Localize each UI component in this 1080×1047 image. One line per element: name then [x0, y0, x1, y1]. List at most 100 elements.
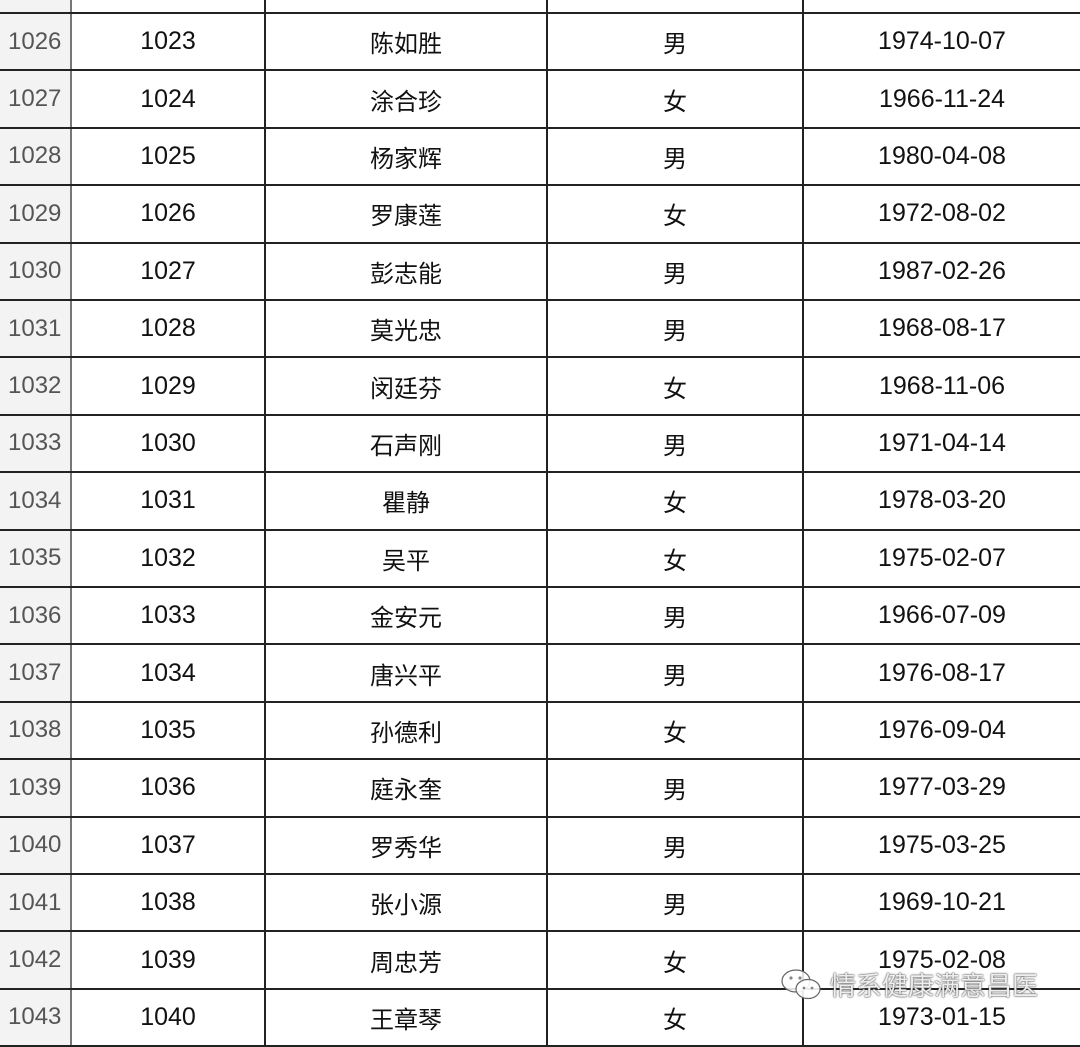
cell-gender[interactable]: 男 — [548, 301, 804, 357]
cell-birth[interactable]: 1978-03-20 — [878, 486, 1006, 515]
cell-id[interactable]: 1035 — [72, 702, 266, 759]
cell-name[interactable]: 吴平 — [266, 530, 548, 586]
cell-name[interactable]: 孙德利 — [266, 702, 548, 759]
cell-gender[interactable]: 女 — [548, 932, 804, 988]
cell-id[interactable]: 1037 — [72, 817, 266, 873]
row-header[interactable]: 1038 — [0, 702, 72, 759]
cell-name[interactable]: 张小源 — [266, 875, 548, 931]
row-header[interactable]: 1036 — [0, 588, 72, 644]
cell-name[interactable]: 涂合珍 — [266, 71, 548, 127]
cell-id[interactable]: 1026 — [72, 186, 266, 242]
cell-gender[interactable]: 女 — [548, 989, 804, 1046]
cell-id[interactable]: 1029 — [72, 358, 266, 414]
cell-id[interactable]: 1038 — [72, 875, 266, 931]
cell-gender[interactable]: 男 — [548, 415, 804, 472]
cell-name[interactable]: 陈如胜 — [266, 14, 548, 70]
cell-name[interactable]: 唐兴平 — [266, 645, 548, 701]
cell-id[interactable]: 1024 — [72, 71, 266, 127]
table-row: 1028 1025 杨家辉男 1980-04-08 — [0, 128, 1080, 187]
cell-name[interactable]: 罗康莲 — [266, 186, 548, 242]
cell-gender[interactable]: 女 — [548, 473, 804, 529]
cell-id[interactable]: 1039 — [72, 932, 266, 988]
cell-name[interactable]: 彭志能 — [266, 243, 548, 299]
cell-id[interactable]: 1025 — [72, 128, 266, 185]
cell-id[interactable]: 1030 — [72, 415, 266, 472]
table-row: 1039 1036 庭永奎男 1977-03-29 — [0, 760, 1080, 818]
cell-id[interactable]: 1023 — [72, 14, 266, 70]
cell-gender[interactable]: 男 — [548, 875, 804, 931]
row-header[interactable]: 1042 — [0, 932, 72, 988]
cell-gender[interactable]: 女 — [548, 358, 804, 414]
cell-id[interactable]: 1040 — [72, 989, 266, 1046]
row-header[interactable]: 1032 — [0, 358, 72, 414]
cell-birth[interactable]: 1973-01-15 — [878, 1002, 1006, 1031]
cell-birth[interactable]: 1975-03-25 — [878, 830, 1006, 859]
cell-id[interactable]: 1032 — [72, 530, 266, 586]
cell-name[interactable]: 庭永奎 — [266, 760, 548, 816]
row-header[interactable]: 1039 — [0, 760, 72, 816]
cell-gender[interactable]: 男 — [548, 645, 804, 701]
cell-name[interactable]: 金安元 — [266, 588, 548, 644]
row-header[interactable]: 1037 — [0, 645, 72, 701]
cell-name[interactable]: 莫光忠 — [266, 301, 548, 357]
row-header[interactable]: 1027 — [0, 71, 72, 127]
cell-birth[interactable]: 1977-03-29 — [878, 773, 1006, 802]
cell-birth[interactable]: 1972-08-02 — [878, 199, 1006, 228]
cell-id[interactable]: 1036 — [72, 760, 266, 816]
cell-id[interactable]: 1028 — [72, 301, 266, 357]
cell-id[interactable]: 1031 — [72, 473, 266, 529]
cell[interactable] — [266, 0, 548, 12]
row-header[interactable]: 1043 — [0, 989, 72, 1046]
cell-name[interactable]: 周忠芳 — [266, 932, 548, 988]
row-header[interactable]: 1041 — [0, 875, 72, 931]
cell[interactable] — [804, 0, 1080, 12]
cell-birth[interactable]: 1966-11-24 — [878, 84, 1006, 113]
cell-birth[interactable]: 1971-04-14 — [878, 428, 1006, 457]
row-header[interactable]: 1030 — [0, 243, 72, 299]
cell-name[interactable]: 杨家辉 — [266, 128, 548, 185]
cell-gender[interactable]: 女 — [548, 530, 804, 586]
row-header[interactable]: 1026 — [0, 14, 72, 70]
cell-birth[interactable]: 1966-07-09 — [878, 601, 1006, 630]
cell-gender[interactable]: 女 — [548, 186, 804, 242]
cell-id[interactable]: 1027 — [72, 243, 266, 299]
cell-birth[interactable]: 1980-04-08 — [878, 141, 1006, 170]
row-header[interactable]: 1028 — [0, 128, 72, 185]
cell-gender[interactable]: 男 — [548, 817, 804, 873]
cell[interactable] — [72, 0, 266, 12]
cell-gender[interactable]: 男 — [548, 243, 804, 299]
row-header[interactable]: 1029 — [0, 186, 72, 242]
cell-birth[interactable]: 1974-10-07 — [878, 27, 1006, 56]
table-row: 1040 1037 罗秀华男 1975-03-25 — [0, 817, 1080, 875]
cell-name[interactable]: 罗秀华 — [266, 817, 548, 873]
table-row: 1034 1031 瞿静女 1978-03-20 — [0, 473, 1080, 531]
cell[interactable] — [548, 0, 804, 12]
cell-birth[interactable]: 1975-02-07 — [878, 543, 1006, 572]
cell-birth[interactable]: 1975-02-08 — [878, 945, 1006, 974]
row-header[interactable] — [0, 0, 72, 12]
cell-birth[interactable]: 1968-11-06 — [878, 371, 1006, 400]
table-row: 1042 1039 周忠芳女 1975-02-08 — [0, 932, 1080, 990]
row-header[interactable]: 1033 — [0, 415, 72, 472]
cell-gender[interactable]: 女 — [548, 71, 804, 127]
row-header[interactable]: 1031 — [0, 301, 72, 357]
row-header[interactable]: 1034 — [0, 473, 72, 529]
cell-gender[interactable]: 女 — [548, 702, 804, 759]
cell-birth[interactable]: 1976-09-04 — [878, 715, 1006, 744]
cell-name[interactable]: 王章琴 — [266, 989, 548, 1046]
cell-id[interactable]: 1033 — [72, 588, 266, 644]
cell-birth[interactable]: 1968-08-17 — [878, 314, 1006, 343]
cell-gender[interactable]: 男 — [548, 588, 804, 644]
cell-name[interactable]: 瞿静 — [266, 473, 548, 529]
cell-birth[interactable]: 1969-10-21 — [878, 888, 1006, 917]
cell-gender[interactable]: 男 — [548, 14, 804, 70]
cell-name[interactable]: 石声刚 — [266, 415, 548, 472]
cell-id[interactable]: 1034 — [72, 645, 266, 701]
cell-birth[interactable]: 1987-02-26 — [878, 256, 1006, 285]
cell-gender[interactable]: 男 — [548, 128, 804, 185]
cell-birth[interactable]: 1976-08-17 — [878, 658, 1006, 687]
cell-gender[interactable]: 男 — [548, 760, 804, 816]
row-header[interactable]: 1035 — [0, 530, 72, 586]
cell-name[interactable]: 闵廷芬 — [266, 358, 548, 414]
row-header[interactable]: 1040 — [0, 817, 72, 873]
